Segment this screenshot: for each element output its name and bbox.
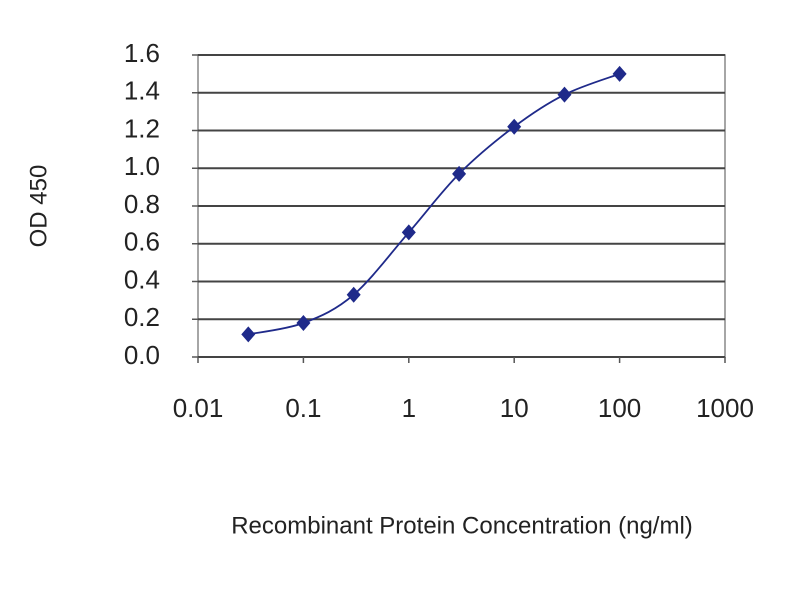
point <box>557 86 572 103</box>
x-tick-label: 100 <box>598 393 641 423</box>
x-tick-label: 10 <box>500 393 529 423</box>
x-axis-label: Recombinant Protein Concentration (ng/ml… <box>231 512 693 539</box>
y-tick-label: 0.4 <box>124 264 160 294</box>
x-tick-label: 1 <box>402 393 416 423</box>
y-tick-label: 1.6 <box>124 38 160 68</box>
curve <box>248 73 620 336</box>
point <box>241 326 256 343</box>
point <box>507 118 522 135</box>
y-tick-label: 1.0 <box>124 151 160 181</box>
point <box>296 315 311 332</box>
point <box>452 165 467 182</box>
point <box>346 286 361 303</box>
y-tick-label: 0.0 <box>124 340 160 370</box>
y-tick-label: 0.2 <box>124 302 160 332</box>
point <box>612 65 627 82</box>
x-tick-label: 0.01 <box>173 393 224 423</box>
y-tick-label: 0.8 <box>124 189 160 219</box>
x-tick-label: 0.1 <box>285 393 321 423</box>
y-tick-label: 1.2 <box>124 113 160 143</box>
y-tick-label: 1.4 <box>124 76 160 106</box>
x-tick-label: 1000 <box>696 393 754 423</box>
point <box>401 224 416 241</box>
y-axis-label: OD 450 <box>25 165 52 248</box>
y-tick-label: 0.6 <box>124 227 160 257</box>
